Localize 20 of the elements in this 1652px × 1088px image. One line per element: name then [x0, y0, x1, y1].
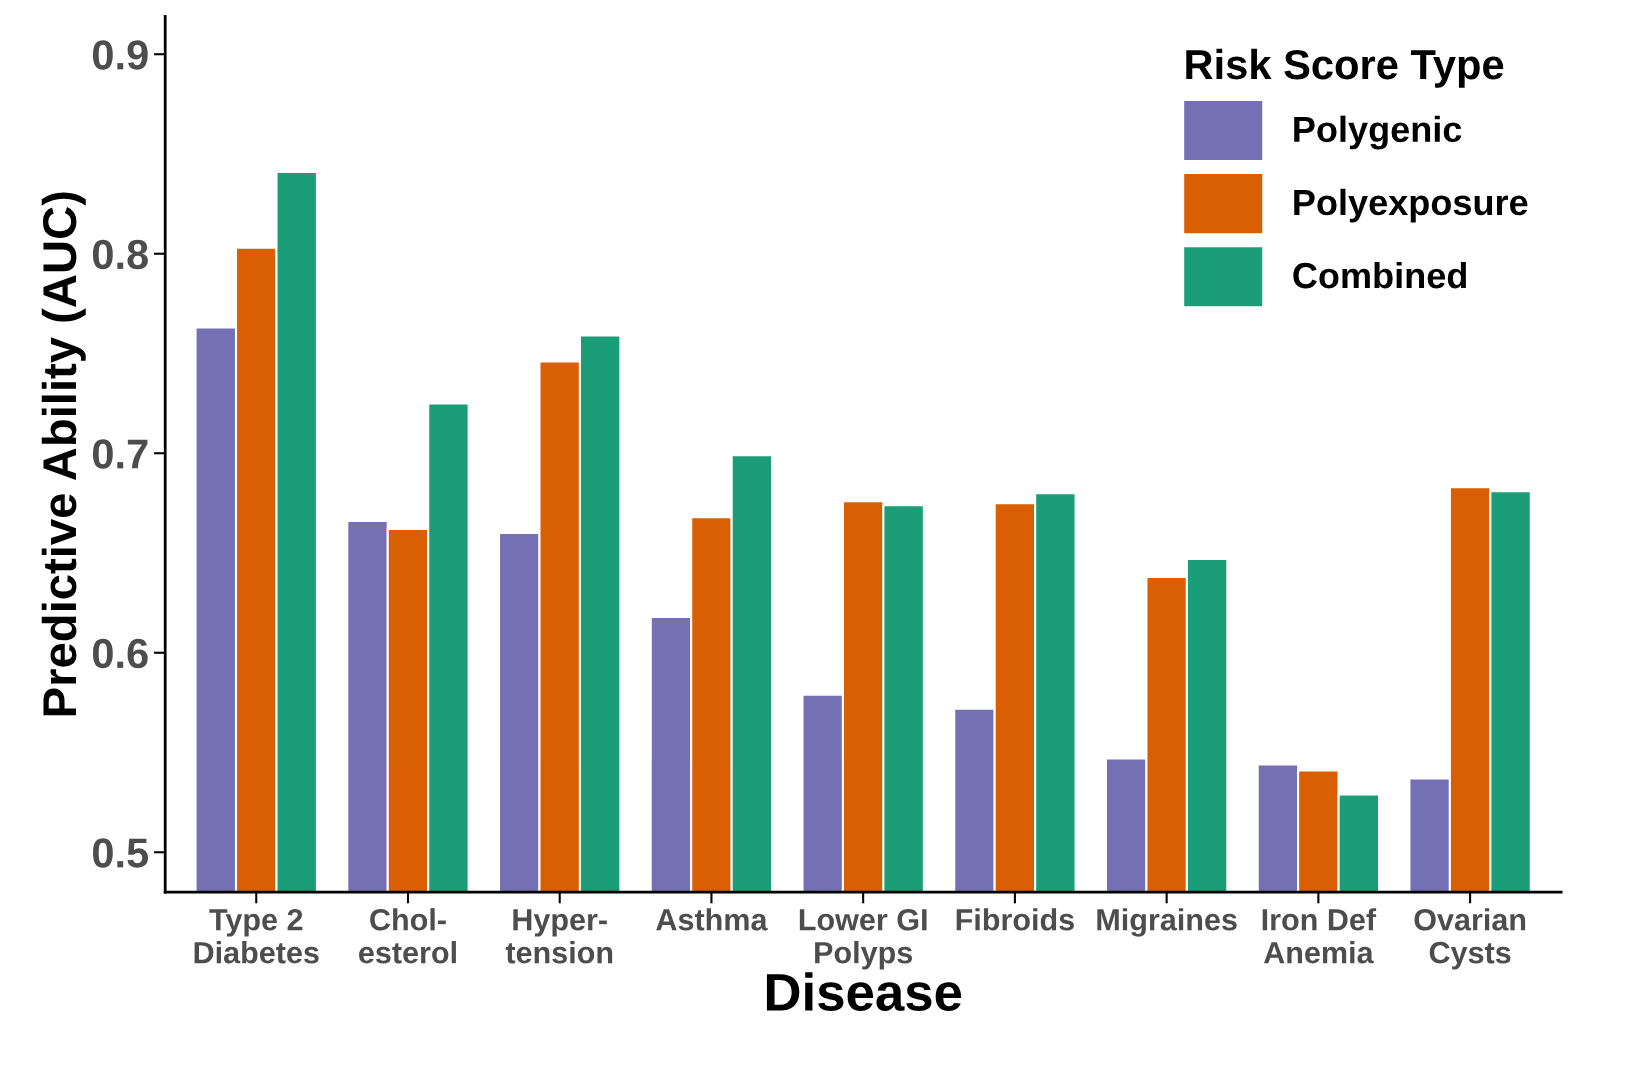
- y-tick-label: 0.7: [92, 439, 148, 469]
- y-tick-label: 0.5: [92, 838, 149, 868]
- x-tick-label: Migraines: [1097, 908, 1237, 937]
- x-axis-title: Disease: [766, 972, 962, 1012]
- y-axis-title: Predictive Ability (AUC): [41, 192, 86, 716]
- legend-label: Combined: [1293, 261, 1466, 289]
- x-tick-label: Asthma: [656, 908, 768, 931]
- x-tick-label: Type 2 Diabetes: [194, 908, 319, 964]
- legend-label: Polygenic: [1294, 115, 1462, 150]
- legend-title: Risk Score Type: [1186, 48, 1504, 88]
- y-tick-label: 0.6: [92, 638, 148, 669]
- x-tick-label: Fibroids: [956, 908, 1074, 931]
- x-tick-label: Iron Def Anemia: [1262, 908, 1377, 964]
- legend-label: Polyexposure: [1294, 188, 1528, 223]
- y-tick-label: 0.8: [92, 239, 148, 270]
- x-tick-label: Hyper- tension: [505, 909, 613, 964]
- x-tick-label: Lower GI Polyps: [799, 908, 927, 970]
- x-tick-label: Ovarian Cysts: [1414, 908, 1526, 970]
- y-tick-label: 0.9: [92, 40, 148, 70]
- x-tick-label: Chol- esterol: [359, 908, 456, 964]
